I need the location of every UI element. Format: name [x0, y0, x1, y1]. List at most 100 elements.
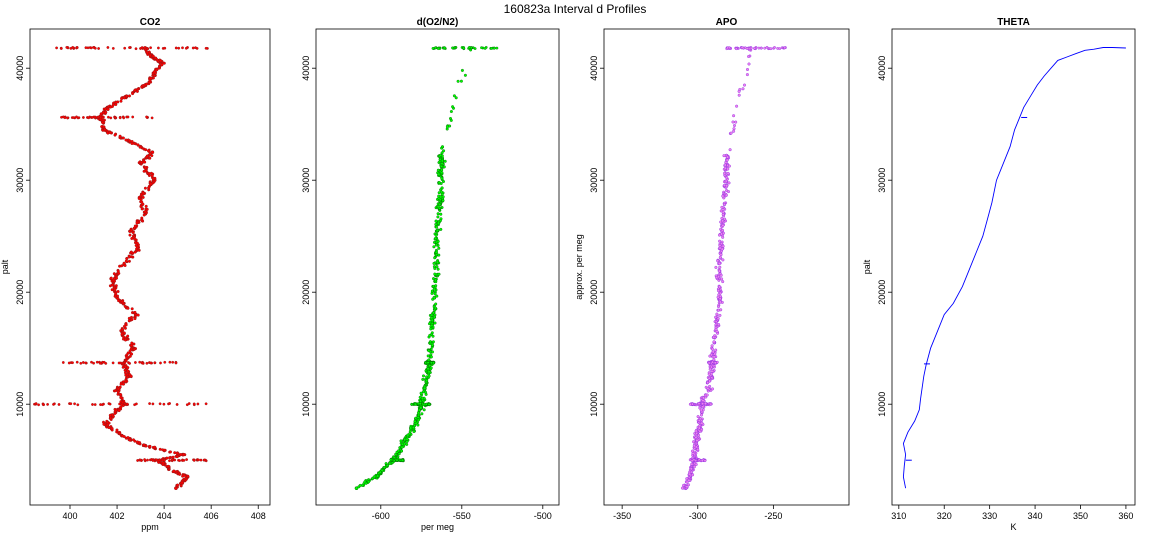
level-flight-sample	[162, 402, 166, 406]
level-flight-sample	[148, 402, 152, 405]
scatter-sample	[130, 352, 134, 356]
scatter-sample	[721, 258, 725, 262]
level-flight-sample	[97, 47, 101, 50]
y-axis-label: palt	[0, 259, 10, 274]
level-flight-sample	[156, 46, 160, 50]
scatter-sample	[132, 347, 136, 351]
scatter-sample	[130, 236, 134, 240]
level-flight-sample	[162, 458, 166, 462]
level-flight-sample	[75, 360, 79, 364]
y-tick-label: 20000	[589, 280, 599, 305]
panel-4: THETA 310 320 330 340 350 360 10000 20000 30000 40…	[862, 17, 1136, 532]
scatter-sample	[723, 202, 727, 206]
level-flight-sample	[177, 46, 181, 50]
scatter-sample	[713, 352, 717, 356]
level-flight-sample	[149, 361, 153, 365]
level-flight-sample	[418, 402, 422, 405]
scatter-sample	[102, 422, 106, 426]
scatter-sample	[109, 276, 113, 280]
scatter-sample	[110, 427, 114, 431]
scatter-sample	[437, 221, 441, 225]
scatter-sample	[431, 340, 435, 344]
scatter-sample	[746, 67, 750, 71]
scatter-sample	[123, 365, 127, 369]
x-tick-label: 360	[1118, 511, 1133, 521]
scatter-sample	[691, 452, 695, 456]
level-flight-sample	[145, 115, 149, 119]
y-tick-label: 40000	[589, 56, 599, 81]
level-flight-sample	[184, 46, 188, 50]
level-flight-sample	[734, 47, 738, 51]
x-tick-label: -300	[689, 511, 707, 521]
scatter-sample	[394, 452, 398, 456]
scatter-sample	[127, 255, 131, 259]
scatter-sample	[688, 472, 692, 476]
scatter-sample	[416, 415, 420, 419]
panel-title: CO2	[140, 17, 161, 28]
scatter-sample	[148, 53, 152, 57]
scatter-sample	[123, 368, 127, 372]
scatter-sample	[712, 355, 716, 359]
scatter-sample	[126, 351, 130, 355]
scatter-sample	[437, 194, 441, 198]
scatter-sample	[101, 121, 105, 125]
level-flight-sample	[192, 402, 196, 406]
scatter-sample	[104, 110, 108, 114]
level-flight-sample	[202, 458, 206, 462]
level-flight-sample	[170, 458, 174, 462]
scatter-sample	[433, 306, 437, 310]
scatter-sample	[420, 396, 424, 400]
level-flight-sample	[140, 361, 144, 365]
scatter-sample	[714, 328, 718, 332]
scatter-sample	[727, 181, 731, 185]
level-flight-sample	[95, 360, 99, 364]
level-flight-sample	[134, 47, 138, 51]
scatter-sample	[428, 340, 432, 344]
level-flight-sample	[143, 458, 147, 461]
scatter-sample	[721, 223, 725, 227]
scatter-sample	[708, 384, 712, 388]
scatter-sample	[127, 259, 131, 263]
scatter-sample	[140, 218, 144, 222]
scatter-sample	[701, 399, 705, 403]
scatter-sample	[125, 257, 129, 261]
scatter-sample	[429, 366, 433, 370]
level-flight-sample	[773, 46, 776, 49]
scatter-sample	[731, 120, 735, 124]
level-flight-sample	[92, 46, 95, 49]
scatter-sample	[721, 194, 725, 198]
scatter-sample	[719, 273, 723, 277]
scatter-sample	[430, 313, 434, 317]
scatter-sample	[133, 310, 137, 314]
scatter-sample	[685, 477, 689, 481]
scatter-sample	[725, 158, 729, 162]
scatter-sample	[121, 401, 125, 405]
scatter-sample	[131, 438, 135, 442]
scatter-sample	[372, 475, 376, 479]
scatter-sample	[386, 463, 390, 467]
scatter-sample	[128, 233, 132, 237]
scatter-sample	[420, 412, 424, 416]
level-flight-sample	[436, 47, 440, 50]
scatter-sample	[718, 313, 722, 317]
panel-2: d(O2/N2) -600 -550 -500 10000 20000 30000 40000…	[301, 17, 560, 532]
scatter-sample	[111, 103, 115, 107]
level-flight-sample	[185, 403, 189, 407]
level-flight-sample	[196, 402, 200, 406]
scatter-sample	[694, 463, 698, 467]
scatter-sample	[104, 107, 108, 111]
y-tick-label: 30000	[589, 168, 599, 193]
scatter-sample	[719, 308, 723, 312]
scatter-sample	[441, 198, 445, 202]
panels: CO2 400 402 404 406 408 10000 20000 30000 40000 pp…	[0, 17, 1136, 532]
scatter-sample	[119, 393, 123, 397]
scatter-sample	[685, 485, 689, 489]
scatter-sample	[114, 408, 118, 412]
level-flight-sample	[697, 458, 701, 461]
scatter-sample	[721, 280, 725, 284]
scatter-sample	[430, 343, 434, 347]
level-flight-sample	[118, 116, 122, 120]
scatter-sample	[140, 193, 144, 197]
scatter-sample	[716, 317, 720, 321]
scatter-sample	[149, 76, 153, 80]
